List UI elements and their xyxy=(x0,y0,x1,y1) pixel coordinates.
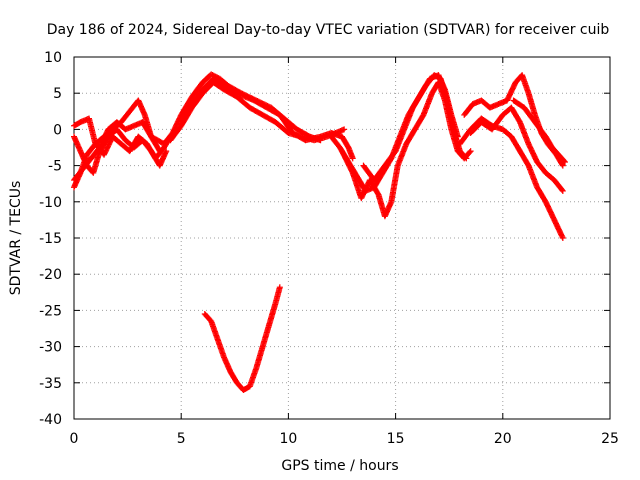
series-track-h xyxy=(339,79,474,220)
series-track-m xyxy=(510,97,568,165)
series-track-c xyxy=(71,115,174,162)
data-point xyxy=(558,186,565,193)
y-tick-label: 10 xyxy=(44,50,62,66)
axis-ticks xyxy=(73,56,611,420)
data-point xyxy=(559,187,566,194)
data-point xyxy=(349,155,356,162)
data-point xyxy=(559,162,566,169)
series-track-l xyxy=(467,104,566,194)
data-point xyxy=(559,235,566,241)
data-point xyxy=(561,158,568,165)
series-track-n xyxy=(201,284,283,394)
y-tick-label: -40 xyxy=(39,412,62,428)
y-tick-label: 5 xyxy=(53,86,62,102)
y-tick-label: 0 xyxy=(53,122,62,138)
y-tick-label: -30 xyxy=(39,340,62,356)
data-point xyxy=(561,157,568,164)
data-point xyxy=(466,149,473,156)
x-tick-label: 0 xyxy=(70,431,79,447)
data-point xyxy=(454,133,461,140)
chart-title: Day 186 of 2024, Sidereal Day-to-day VTE… xyxy=(47,22,610,38)
x-tick-label: 5 xyxy=(177,431,186,447)
y-tick-label: -15 xyxy=(39,231,62,247)
data-point xyxy=(276,284,283,291)
x-tick-label: 20 xyxy=(494,431,512,447)
x-tick-label: 25 xyxy=(601,431,619,447)
y-tick-label: -35 xyxy=(39,376,62,392)
series-track-j xyxy=(456,115,566,241)
data-marks xyxy=(71,71,568,394)
y-tick-label: -5 xyxy=(48,159,62,175)
y-tick-label: -20 xyxy=(39,267,62,283)
y-tick-label: -25 xyxy=(39,303,62,319)
y-tick-label: -10 xyxy=(39,195,62,211)
x-axis-label: GPS time / hours xyxy=(281,458,398,474)
x-tick-label: 10 xyxy=(279,431,297,447)
series-track-i xyxy=(360,72,461,184)
y-tick-labels: 10 5 0 -5 -10 -15 -20 -25 -30 -35 -40 xyxy=(39,50,62,428)
x-tick-labels: 0 5 10 15 20 25 xyxy=(70,431,619,447)
data-point xyxy=(467,148,474,155)
series-track-f xyxy=(178,75,356,162)
data-point xyxy=(341,126,348,133)
y-axis-label: SDTVAR / TECUs xyxy=(8,181,24,296)
x-tick-label: 15 xyxy=(387,431,405,447)
